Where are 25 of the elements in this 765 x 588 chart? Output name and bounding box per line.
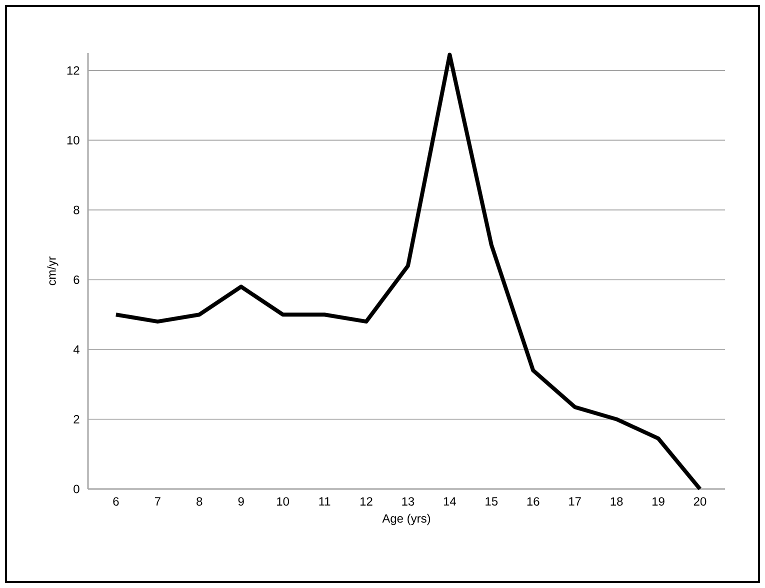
- x-tick-label: 16: [527, 497, 540, 506]
- y-tick-label: 6: [74, 275, 80, 284]
- line-series: [114, 52, 702, 491]
- x-tick-label: 6: [113, 497, 119, 506]
- x-tick-label: 8: [196, 497, 202, 506]
- x-tick-label: 14: [444, 497, 456, 506]
- x-tick-label: 19: [652, 497, 664, 506]
- x-tick-label: 10: [277, 497, 290, 506]
- x-tick-label: 18: [610, 497, 623, 506]
- y-tick-label: 12: [67, 66, 80, 75]
- x-tick-label: 11: [319, 497, 330, 506]
- y-tick-label: 2: [74, 415, 80, 424]
- y-tick-label: 8: [74, 206, 80, 214]
- x-tick-label: 9: [238, 497, 244, 506]
- x-tick-label: 13: [402, 497, 414, 506]
- x-tick-label: 15: [486, 497, 498, 506]
- y-tick-label: 0: [74, 484, 80, 494]
- y-tick-label: 4: [73, 345, 80, 354]
- x-tick-label: 12: [360, 497, 372, 506]
- x-tick-label: 20: [694, 497, 706, 506]
- x-axis-title: Age (yrs): [382, 514, 430, 526]
- x-tick-label: 7: [154, 497, 160, 506]
- y-tick-label: 10: [67, 136, 80, 144]
- y-axis-title: cm/yr: [47, 256, 58, 286]
- x-tick-label: 17: [569, 497, 581, 506]
